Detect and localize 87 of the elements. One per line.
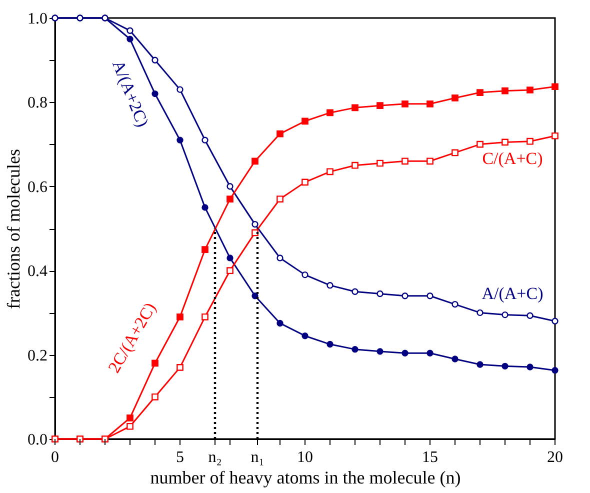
point [426, 158, 434, 165]
point [402, 100, 408, 108]
point [552, 318, 558, 324]
point [176, 313, 184, 320]
point [352, 162, 358, 169]
point [452, 149, 458, 156]
point [152, 56, 158, 64]
point [476, 140, 484, 148]
point [252, 292, 258, 300]
point [552, 83, 558, 90]
point [376, 348, 384, 355]
point [376, 290, 384, 298]
point [302, 178, 308, 186]
point [552, 132, 558, 140]
point [402, 292, 408, 300]
point [302, 332, 308, 340]
point [376, 102, 384, 109]
x-tick-label: 5 [176, 449, 184, 466]
point [376, 160, 384, 167]
point [276, 254, 284, 262]
point [476, 89, 484, 96]
point [302, 118, 308, 125]
point [526, 312, 534, 319]
point [126, 27, 134, 34]
point [252, 220, 258, 228]
point [452, 94, 458, 102]
point [202, 136, 208, 144]
point [226, 183, 234, 190]
point [126, 414, 134, 422]
x-axis-title: number of heavy atoms in the molecule (n) [150, 468, 461, 488]
point [176, 136, 184, 144]
y-tick-label: 0.8 [28, 94, 48, 112]
point [226, 196, 234, 202]
point [502, 87, 508, 94]
point [526, 86, 534, 94]
point [426, 350, 434, 356]
point [276, 196, 284, 202]
point [502, 138, 508, 146]
point [152, 393, 158, 400]
point [326, 168, 334, 176]
point [226, 254, 234, 262]
x-tick-label: n₂ [208, 449, 222, 466]
point [176, 86, 184, 93]
point [226, 267, 234, 274]
point [302, 271, 308, 278]
point [202, 204, 208, 211]
point [352, 346, 358, 353]
point [126, 36, 134, 42]
point [526, 364, 534, 370]
x-tick-label: 20 [547, 449, 563, 466]
y-tick-label: 0.0 [28, 432, 48, 448]
y-tick-label: 0.2 [28, 347, 48, 364]
y-tick-label: 1.0 [28, 10, 48, 28]
point [202, 246, 208, 253]
point [352, 104, 358, 112]
point [276, 320, 284, 327]
point [126, 422, 134, 430]
point [452, 300, 458, 308]
point [426, 292, 434, 300]
point [326, 282, 334, 289]
series-label: C/(A+C) [482, 149, 543, 168]
point [402, 158, 408, 165]
y-axis-title: fractions of molecules [4, 149, 24, 309]
point [276, 130, 284, 138]
point [252, 158, 258, 165]
point [552, 367, 558, 374]
point [352, 288, 358, 295]
point [326, 109, 334, 116]
point [502, 362, 508, 370]
point [176, 364, 184, 371]
x-tick-label: n₁ [250, 449, 264, 466]
point [326, 340, 334, 348]
series-label: A/(A+C) [482, 284, 544, 303]
point [152, 90, 158, 98]
x-tick-label: 10 [297, 449, 313, 466]
point [202, 313, 208, 320]
y-tick-label: 0.6 [28, 178, 48, 196]
point [526, 138, 534, 145]
point [476, 309, 484, 316]
x-tick-label: 15 [422, 449, 438, 466]
point [452, 356, 458, 362]
point [476, 361, 484, 368]
point [502, 311, 508, 318]
point [402, 350, 408, 356]
x-tick-label: 0 [51, 449, 59, 466]
y-tick-label: 0.4 [28, 263, 48, 280]
point [426, 100, 434, 108]
